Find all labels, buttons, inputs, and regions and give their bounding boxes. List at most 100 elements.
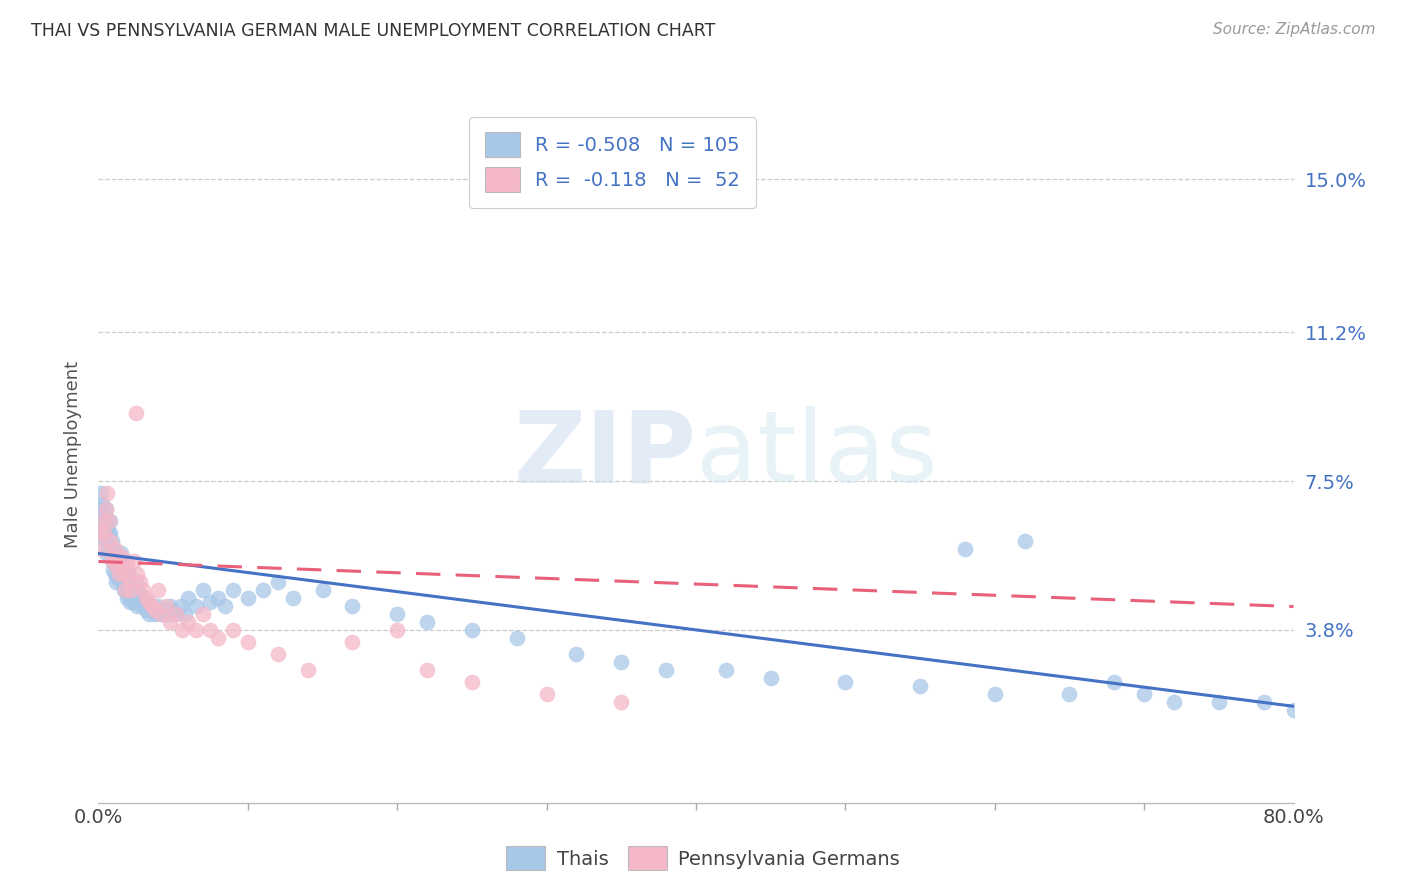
Point [416,615,439,629]
Text: ZIP: ZIP [513,407,696,503]
Point [117,562,139,576]
Point [174,607,197,621]
Point [118,574,141,589]
Point [222,582,245,597]
Point [118,595,141,609]
Point [107,571,129,585]
Point [120,591,142,605]
Point [89,526,111,541]
Point [127,566,149,581]
Point [1253,695,1275,709]
Point [759,671,782,685]
Point [191,582,214,597]
Point [101,550,124,565]
Point [141,603,163,617]
Point [117,566,139,581]
Point [983,687,1005,701]
Point [135,603,157,617]
Point [267,647,290,661]
Point [114,566,136,581]
Point [953,542,976,557]
Point [834,675,856,690]
Point [97,542,120,557]
Point [105,574,128,589]
Point [177,615,200,629]
Point [138,607,160,621]
Point [121,595,143,609]
Point [461,623,484,637]
Point [162,603,184,617]
Point [91,514,114,528]
Point [297,663,319,677]
Point [236,591,259,605]
Point [118,579,141,593]
Point [128,587,150,601]
Point [111,574,134,589]
Point [94,546,117,560]
Point [125,406,148,420]
Point [98,534,122,549]
Point [135,591,157,605]
Point [184,599,207,613]
Point [104,550,127,565]
Point [165,607,187,621]
Point [150,607,173,621]
Point [1014,534,1036,549]
Point [96,486,118,500]
Point [655,663,678,677]
Point [93,526,115,541]
Point [1133,687,1156,701]
Point [127,599,149,613]
Point [222,623,245,637]
Point [148,599,170,613]
Point [117,587,139,601]
Text: atlas: atlas [696,407,938,503]
Point [1208,695,1230,709]
Point [267,574,290,589]
Point [342,599,364,613]
Point [155,599,177,613]
Point [105,554,128,568]
Point [107,550,129,565]
Point [565,647,588,661]
Point [134,599,156,613]
Point [110,566,132,581]
Point [97,526,120,541]
Text: THAI VS PENNSYLVANIA GERMAN MALE UNEMPLOYMENT CORRELATION CHART: THAI VS PENNSYLVANIA GERMAN MALE UNEMPLO… [31,22,716,40]
Point [94,522,117,536]
Point [311,582,333,597]
Point [342,635,364,649]
Point [385,607,409,621]
Point [120,574,142,589]
Point [103,542,125,557]
Point [112,562,135,576]
Point [177,591,200,605]
Point [90,514,112,528]
Point [96,514,118,528]
Point [93,514,115,528]
Point [165,607,187,621]
Point [141,599,163,613]
Point [111,554,134,568]
Point [124,554,146,568]
Point [461,675,484,690]
Point [98,542,122,557]
Point [104,542,127,557]
Point [281,591,304,605]
Point [125,574,148,589]
Point [191,607,214,621]
Point [131,599,153,613]
Point [111,550,134,565]
Point [1104,675,1126,690]
Point [103,554,125,568]
Point [214,599,236,613]
Point [207,631,229,645]
Point [200,595,222,609]
Point [200,623,222,637]
Point [105,558,128,573]
Point [115,574,138,589]
Text: Source: ZipAtlas.com: Source: ZipAtlas.com [1212,22,1375,37]
Point [610,695,633,709]
Point [159,615,181,629]
Point [108,566,131,581]
